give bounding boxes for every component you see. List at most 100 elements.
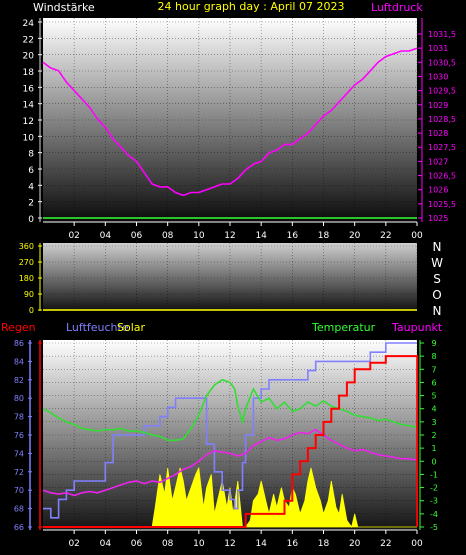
right-y-tick-label: 6 bbox=[431, 378, 436, 387]
right-y-tick-label: 1029,5 bbox=[428, 87, 456, 96]
y-tick-label: 0 bbox=[28, 215, 34, 225]
x-tick-label: 06 bbox=[131, 539, 143, 549]
right-y-tick-label: 1029 bbox=[428, 101, 448, 110]
series-line-luftdruck bbox=[42, 47, 418, 197]
x-tick-label: 08 bbox=[162, 231, 174, 241]
x-tick-label: 14 bbox=[255, 539, 267, 549]
right-y-tick-label: 1028,5 bbox=[428, 115, 456, 124]
tick-labels: 02468101214161820222410251025,510261026,… bbox=[14, 19, 456, 549]
x-tick-label: 22 bbox=[380, 231, 391, 241]
y-tick-label: 10 bbox=[23, 133, 35, 143]
legend-luftfeuchte: Luftfeuchte bbox=[66, 321, 129, 334]
right-y-tick-label: 1031,5 bbox=[428, 30, 456, 39]
x-tick-label: 08 bbox=[162, 539, 174, 549]
y-tick-label: 20 bbox=[23, 52, 35, 62]
right-y-tick-label: 1026 bbox=[428, 186, 448, 195]
y-tick-label: 86 bbox=[14, 339, 24, 348]
y-tick-label: 68 bbox=[14, 505, 24, 514]
x-tick-label: 22 bbox=[380, 539, 391, 549]
grid-lines bbox=[43, 18, 418, 530]
y-tick-label: 76 bbox=[14, 431, 24, 440]
y-tick-label: 78 bbox=[14, 413, 24, 422]
y-tick-label: 24 bbox=[23, 19, 35, 29]
y-tick-label: 66 bbox=[14, 523, 24, 532]
y-tick-label: 82 bbox=[14, 376, 24, 385]
x-tick-label: 04 bbox=[100, 231, 112, 241]
compass-label-w: W bbox=[431, 256, 443, 270]
series-line-rain bbox=[43, 355, 419, 528]
x-tick-label: 10 bbox=[193, 231, 205, 241]
legend-temperatur: Temperatur bbox=[311, 321, 376, 334]
right-y-tick-label: 1030 bbox=[428, 72, 448, 81]
right-y-tick-label: -2 bbox=[430, 484, 438, 493]
right-y-tick-label: 1028 bbox=[428, 129, 448, 138]
compass-label-n-bottom: N bbox=[433, 304, 442, 318]
x-tick-label: 12 bbox=[224, 539, 235, 549]
right-y-tick-label: 2 bbox=[431, 431, 436, 440]
x-tick-label: 02 bbox=[68, 539, 79, 549]
y-tick-label: 0 bbox=[29, 306, 34, 315]
right-y-tick-label: -4 bbox=[430, 510, 438, 519]
right-label-luftdruck: Luftdruck bbox=[371, 1, 423, 14]
right-y-tick-label: 0 bbox=[431, 457, 436, 466]
y-tick-label: 72 bbox=[14, 468, 24, 477]
right-y-tick-label: 7 bbox=[431, 365, 436, 374]
right-y-tick-label: -1 bbox=[430, 470, 438, 479]
x-tick-label: 20 bbox=[349, 231, 361, 241]
x-tick-label: 02 bbox=[68, 231, 79, 241]
y-tick-label: 4 bbox=[28, 182, 34, 192]
left-label-windstaerke: Windstärke bbox=[33, 1, 95, 14]
x-tick-label: 04 bbox=[100, 539, 112, 549]
x-tick-label: 10 bbox=[193, 539, 205, 549]
right-y-tick-label: 1030,5 bbox=[428, 58, 456, 67]
compass-label-o: O bbox=[432, 288, 441, 302]
y-tick-label: 12 bbox=[23, 117, 34, 127]
y-tick-label: 18 bbox=[23, 68, 35, 78]
y-tick-label: 180 bbox=[19, 274, 34, 283]
right-y-tick-label: 9 bbox=[431, 339, 436, 348]
compass-label-n-top: N bbox=[433, 240, 442, 254]
x-tick-label: 16 bbox=[287, 231, 299, 241]
right-y-tick-label: 1027,5 bbox=[428, 143, 456, 152]
x-tick-label: 18 bbox=[318, 231, 330, 241]
legend-solar: Solar bbox=[117, 321, 146, 334]
right-y-tick-label: 5 bbox=[431, 392, 436, 401]
x-tick-label: 12 bbox=[224, 231, 235, 241]
right-y-tick-label: -3 bbox=[430, 497, 438, 506]
y-tick-label: 22 bbox=[23, 35, 34, 45]
y-tick-label: 84 bbox=[14, 357, 24, 366]
y-tick-label: 74 bbox=[14, 449, 24, 458]
x-tick-label: 16 bbox=[287, 539, 299, 549]
x-tick-label: 00 bbox=[411, 539, 423, 549]
right-y-tick-label: 1027 bbox=[428, 157, 448, 166]
y-tick-label: 90 bbox=[24, 290, 34, 299]
y-tick-label: 8 bbox=[28, 150, 34, 160]
legend-taupunkt: Taupunkt bbox=[391, 321, 443, 334]
right-y-tick-label: 1025,5 bbox=[428, 200, 456, 209]
right-y-tick-label: 1 bbox=[431, 444, 436, 453]
y-tick-label: 70 bbox=[14, 486, 24, 495]
chart-title: 24 hour graph day : April 07 2023 bbox=[158, 0, 345, 13]
x-tick-label: 00 bbox=[411, 231, 423, 241]
y-tick-label: 6 bbox=[28, 166, 34, 176]
compass-label-s: S bbox=[433, 272, 441, 286]
right-y-tick-label: -5 bbox=[430, 523, 438, 532]
y-tick-label: 14 bbox=[23, 101, 35, 111]
right-y-tick-label: 1031 bbox=[428, 44, 448, 53]
chart-marks bbox=[42, 47, 419, 528]
right-y-tick-label: 8 bbox=[431, 352, 436, 361]
right-y-tick-label: 1025 bbox=[428, 214, 448, 223]
x-tick-label: 06 bbox=[131, 231, 143, 241]
series-line-temperature bbox=[42, 378, 418, 442]
right-y-tick-label: 1026,5 bbox=[428, 172, 456, 181]
legend-regen: Regen bbox=[1, 321, 36, 334]
y-tick-label: 2 bbox=[28, 199, 34, 209]
y-tick-label: 16 bbox=[23, 84, 35, 94]
y-tick-label: 360 bbox=[19, 242, 34, 251]
y-tick-label: 80 bbox=[14, 394, 24, 403]
x-tick-label: 14 bbox=[255, 231, 267, 241]
y-tick-label: 270 bbox=[19, 258, 34, 267]
x-tick-label: 18 bbox=[318, 539, 330, 549]
series-line-dewpoint bbox=[42, 428, 418, 497]
